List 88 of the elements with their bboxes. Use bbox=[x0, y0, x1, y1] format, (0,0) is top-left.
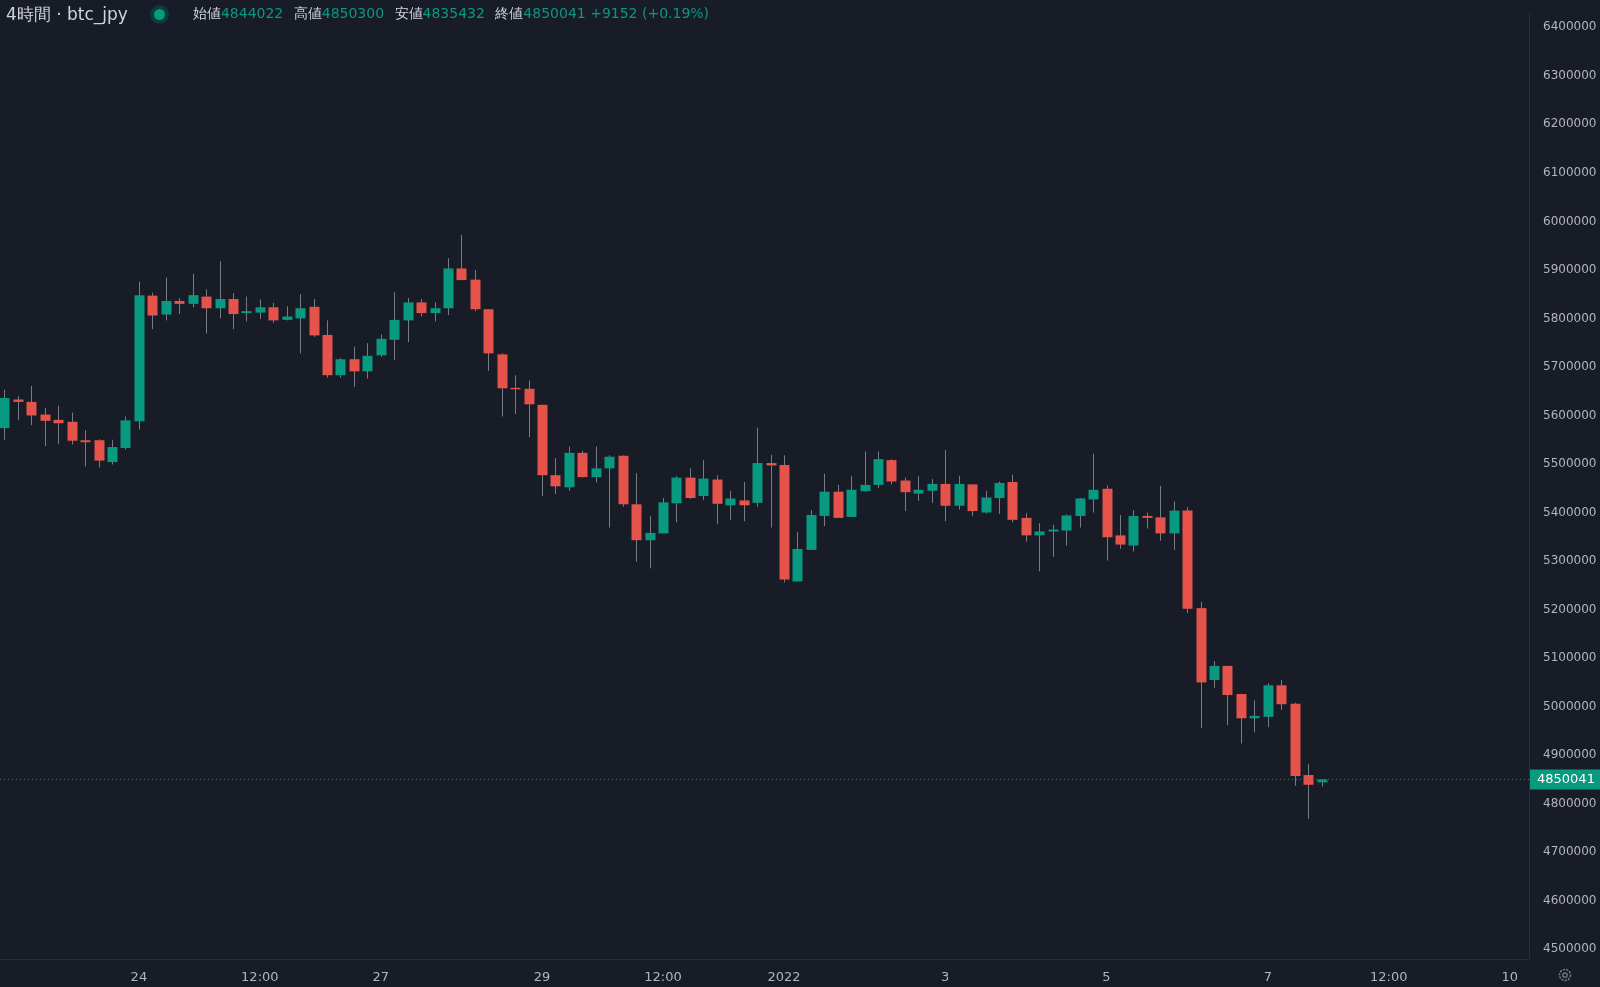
candlestick bbox=[698, 459, 709, 501]
candlestick bbox=[40, 407, 51, 447]
candlestick bbox=[1115, 514, 1126, 550]
candlestick bbox=[591, 446, 602, 483]
candlestick bbox=[215, 260, 226, 319]
y-tick-label: 5900000 bbox=[1543, 262, 1597, 277]
chart-title: 4時間 · btc_jpy bbox=[6, 2, 128, 26]
y-tick-label: 5300000 bbox=[1543, 553, 1597, 568]
x-tick-label: 12:00 bbox=[241, 969, 279, 985]
candlestick bbox=[954, 475, 965, 511]
candlestick bbox=[188, 273, 199, 308]
candlestick bbox=[456, 234, 467, 281]
candlestick bbox=[1061, 513, 1072, 547]
candlestick bbox=[900, 477, 911, 512]
candlestick bbox=[860, 450, 871, 493]
candlestick bbox=[981, 490, 992, 515]
candlestick bbox=[26, 385, 37, 426]
candlestick bbox=[685, 467, 696, 500]
y-tick-label: 6100000 bbox=[1543, 164, 1597, 179]
candlestick bbox=[1169, 500, 1180, 551]
candlestick bbox=[645, 515, 656, 569]
candlestick bbox=[255, 299, 266, 320]
x-tick-label: 10 bbox=[1501, 969, 1518, 985]
candlestick bbox=[927, 478, 938, 504]
y-tick-label: 5700000 bbox=[1543, 359, 1597, 374]
x-tick-label: 12:00 bbox=[644, 969, 682, 985]
x-tick-label: 12:00 bbox=[1369, 969, 1408, 985]
candlestick bbox=[1155, 485, 1166, 542]
candlestick bbox=[1021, 512, 1032, 543]
y-tick-label: 5400000 bbox=[1543, 504, 1597, 519]
x-tick-label: 24 bbox=[130, 969, 148, 985]
candlestick bbox=[147, 292, 158, 330]
y-tick-label: 4900000 bbox=[1543, 747, 1597, 762]
candlestick bbox=[1075, 497, 1086, 529]
candlestick bbox=[241, 296, 252, 322]
candlestick bbox=[550, 457, 561, 495]
candlestick bbox=[94, 438, 105, 468]
candlestick bbox=[201, 288, 212, 334]
y-tick-label: 6200000 bbox=[1543, 116, 1597, 131]
candlestick bbox=[913, 475, 924, 502]
candlestick bbox=[1303, 763, 1314, 820]
candlestick bbox=[430, 301, 441, 322]
y-tick-label: 5800000 bbox=[1543, 310, 1597, 325]
y-tick-label: 5600000 bbox=[1543, 407, 1597, 422]
candlestick bbox=[107, 439, 118, 466]
candlestick bbox=[13, 395, 24, 421]
candlestick bbox=[994, 480, 1005, 515]
candlestick bbox=[268, 302, 279, 324]
y-tick-label: 5500000 bbox=[1543, 456, 1597, 471]
candlestick bbox=[228, 292, 239, 330]
candlestick bbox=[725, 490, 736, 521]
candlestick bbox=[1276, 679, 1287, 711]
candlestick bbox=[604, 454, 615, 529]
candlestick bbox=[67, 412, 78, 446]
y-tick-label: 6000000 bbox=[1543, 213, 1597, 228]
candlestick bbox=[940, 449, 951, 522]
candlestick bbox=[80, 429, 91, 467]
y-tick-label: 6300000 bbox=[1543, 67, 1597, 82]
x-tick-label: 2022 bbox=[767, 969, 801, 985]
x-tick-label: 27 bbox=[372, 969, 390, 985]
candlestick bbox=[389, 291, 400, 361]
candlestick bbox=[403, 297, 414, 343]
candlestick bbox=[362, 342, 373, 380]
y-tick-label: 4600000 bbox=[1543, 892, 1597, 907]
candlestick bbox=[1034, 522, 1045, 572]
candlestick bbox=[295, 293, 306, 354]
y-tick-label: 4800000 bbox=[1543, 795, 1597, 810]
candlestick bbox=[335, 357, 346, 379]
candlestick bbox=[349, 346, 360, 388]
candlestick bbox=[524, 380, 535, 438]
ref-line-label: 4850041 bbox=[1537, 770, 1595, 786]
candlestick bbox=[376, 333, 387, 358]
y-tick-label: 4700000 bbox=[1543, 844, 1597, 859]
x-tick-label: 29 bbox=[533, 969, 551, 985]
x-tick-label: 3 bbox=[941, 969, 950, 985]
y-tick-label: 5000000 bbox=[1543, 698, 1597, 713]
x-tick-label: 7 bbox=[1263, 969, 1272, 985]
candlestick bbox=[161, 277, 172, 321]
y-tick-label: 4500000 bbox=[1543, 941, 1597, 956]
candlestick bbox=[739, 481, 750, 522]
candlestick bbox=[886, 458, 897, 485]
y-tick-label: 6400000 bbox=[1543, 19, 1597, 34]
y-tick-label: 5100000 bbox=[1543, 650, 1597, 665]
chart-subtitle: 始値4844022 高値4850300 安値4835432 終値4850041 +9152 (+0.19%) bbox=[192, 5, 710, 21]
candlestick bbox=[1088, 453, 1099, 514]
x-tick-label: 5 bbox=[1102, 969, 1111, 985]
candlestick bbox=[1209, 660, 1220, 689]
y-tick-label: 5200000 bbox=[1543, 601, 1597, 616]
